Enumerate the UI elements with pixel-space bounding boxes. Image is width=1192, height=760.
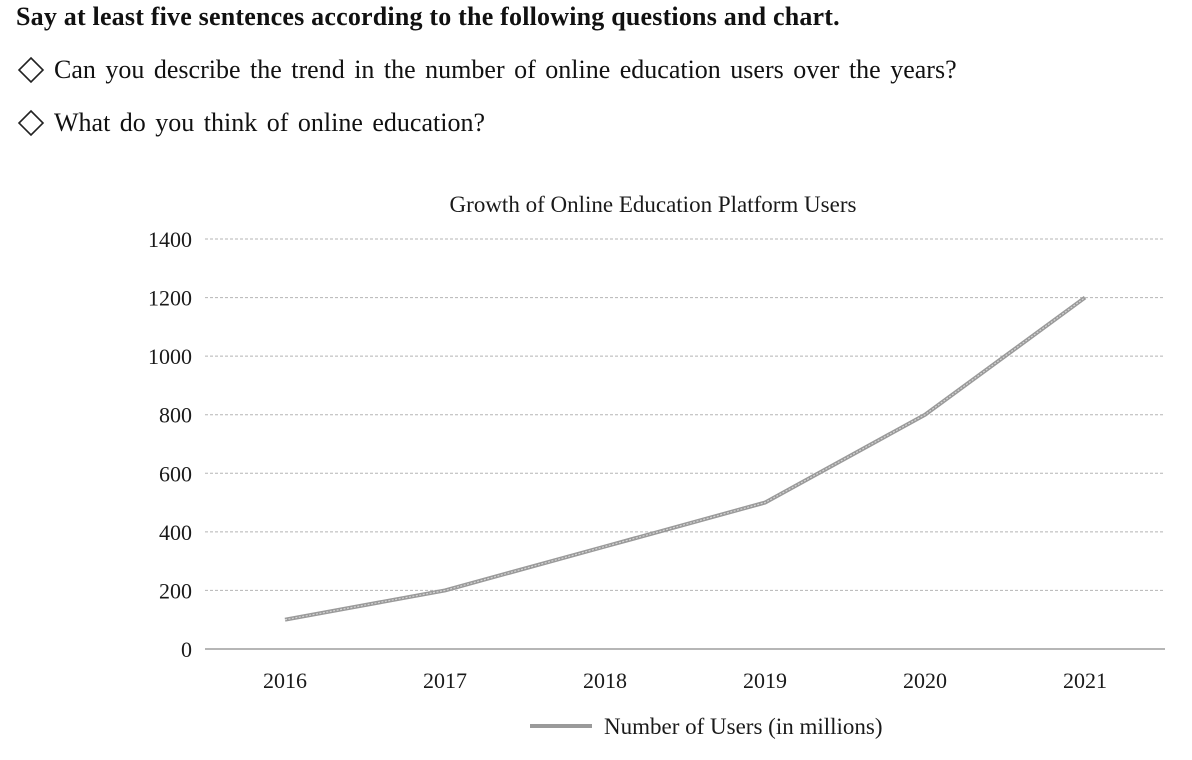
chart-title: Growth of Online Education Platform User… xyxy=(450,192,857,217)
y-tick-label: 1000 xyxy=(148,344,192,369)
y-axis-ticks: 0 200 400 600 800 1000 1200 1400 xyxy=(148,227,192,662)
x-tick-label: 2019 xyxy=(743,668,787,693)
diamond-outline-icon xyxy=(17,109,45,137)
y-tick-label: 1400 xyxy=(148,227,192,252)
legend-label: Number of Users (in millions) xyxy=(604,714,883,739)
x-tick-label: 2017 xyxy=(423,668,467,693)
series-lines xyxy=(284,295,1087,622)
diamond-outline-icon xyxy=(17,56,45,84)
question-2-text: What do you think of online education? xyxy=(54,108,486,137)
y-tick-label: 800 xyxy=(159,403,192,428)
x-tick-label: 2020 xyxy=(903,668,947,693)
series-line-texture xyxy=(284,297,1086,621)
y-tick-label: 400 xyxy=(159,520,192,545)
series-line xyxy=(284,295,1087,622)
x-axis-ticks: 2016 2017 2018 2019 2020 2021 xyxy=(263,668,1107,693)
question-1-text: Can you describe the trend in the number… xyxy=(54,55,957,84)
x-tick-label: 2016 xyxy=(263,668,307,693)
y-tick-label: 1200 xyxy=(148,286,192,311)
y-tick-label: 0 xyxy=(181,637,192,662)
x-tick-label: 2021 xyxy=(1063,668,1107,693)
y-tick-label: 200 xyxy=(159,578,192,603)
instruction-heading: Say at least five sentences according to… xyxy=(16,2,840,31)
y-tick-label: 600 xyxy=(159,461,192,486)
question-2: What do you think of online education? xyxy=(16,108,485,138)
legend: Number of Users (in millions) xyxy=(530,714,883,739)
question-1: Can you describe the trend in the number… xyxy=(16,55,957,85)
gridlines xyxy=(205,238,1165,650)
x-tick-label: 2018 xyxy=(583,668,627,693)
line-chart: Growth of Online Education Platform User… xyxy=(148,192,1165,739)
